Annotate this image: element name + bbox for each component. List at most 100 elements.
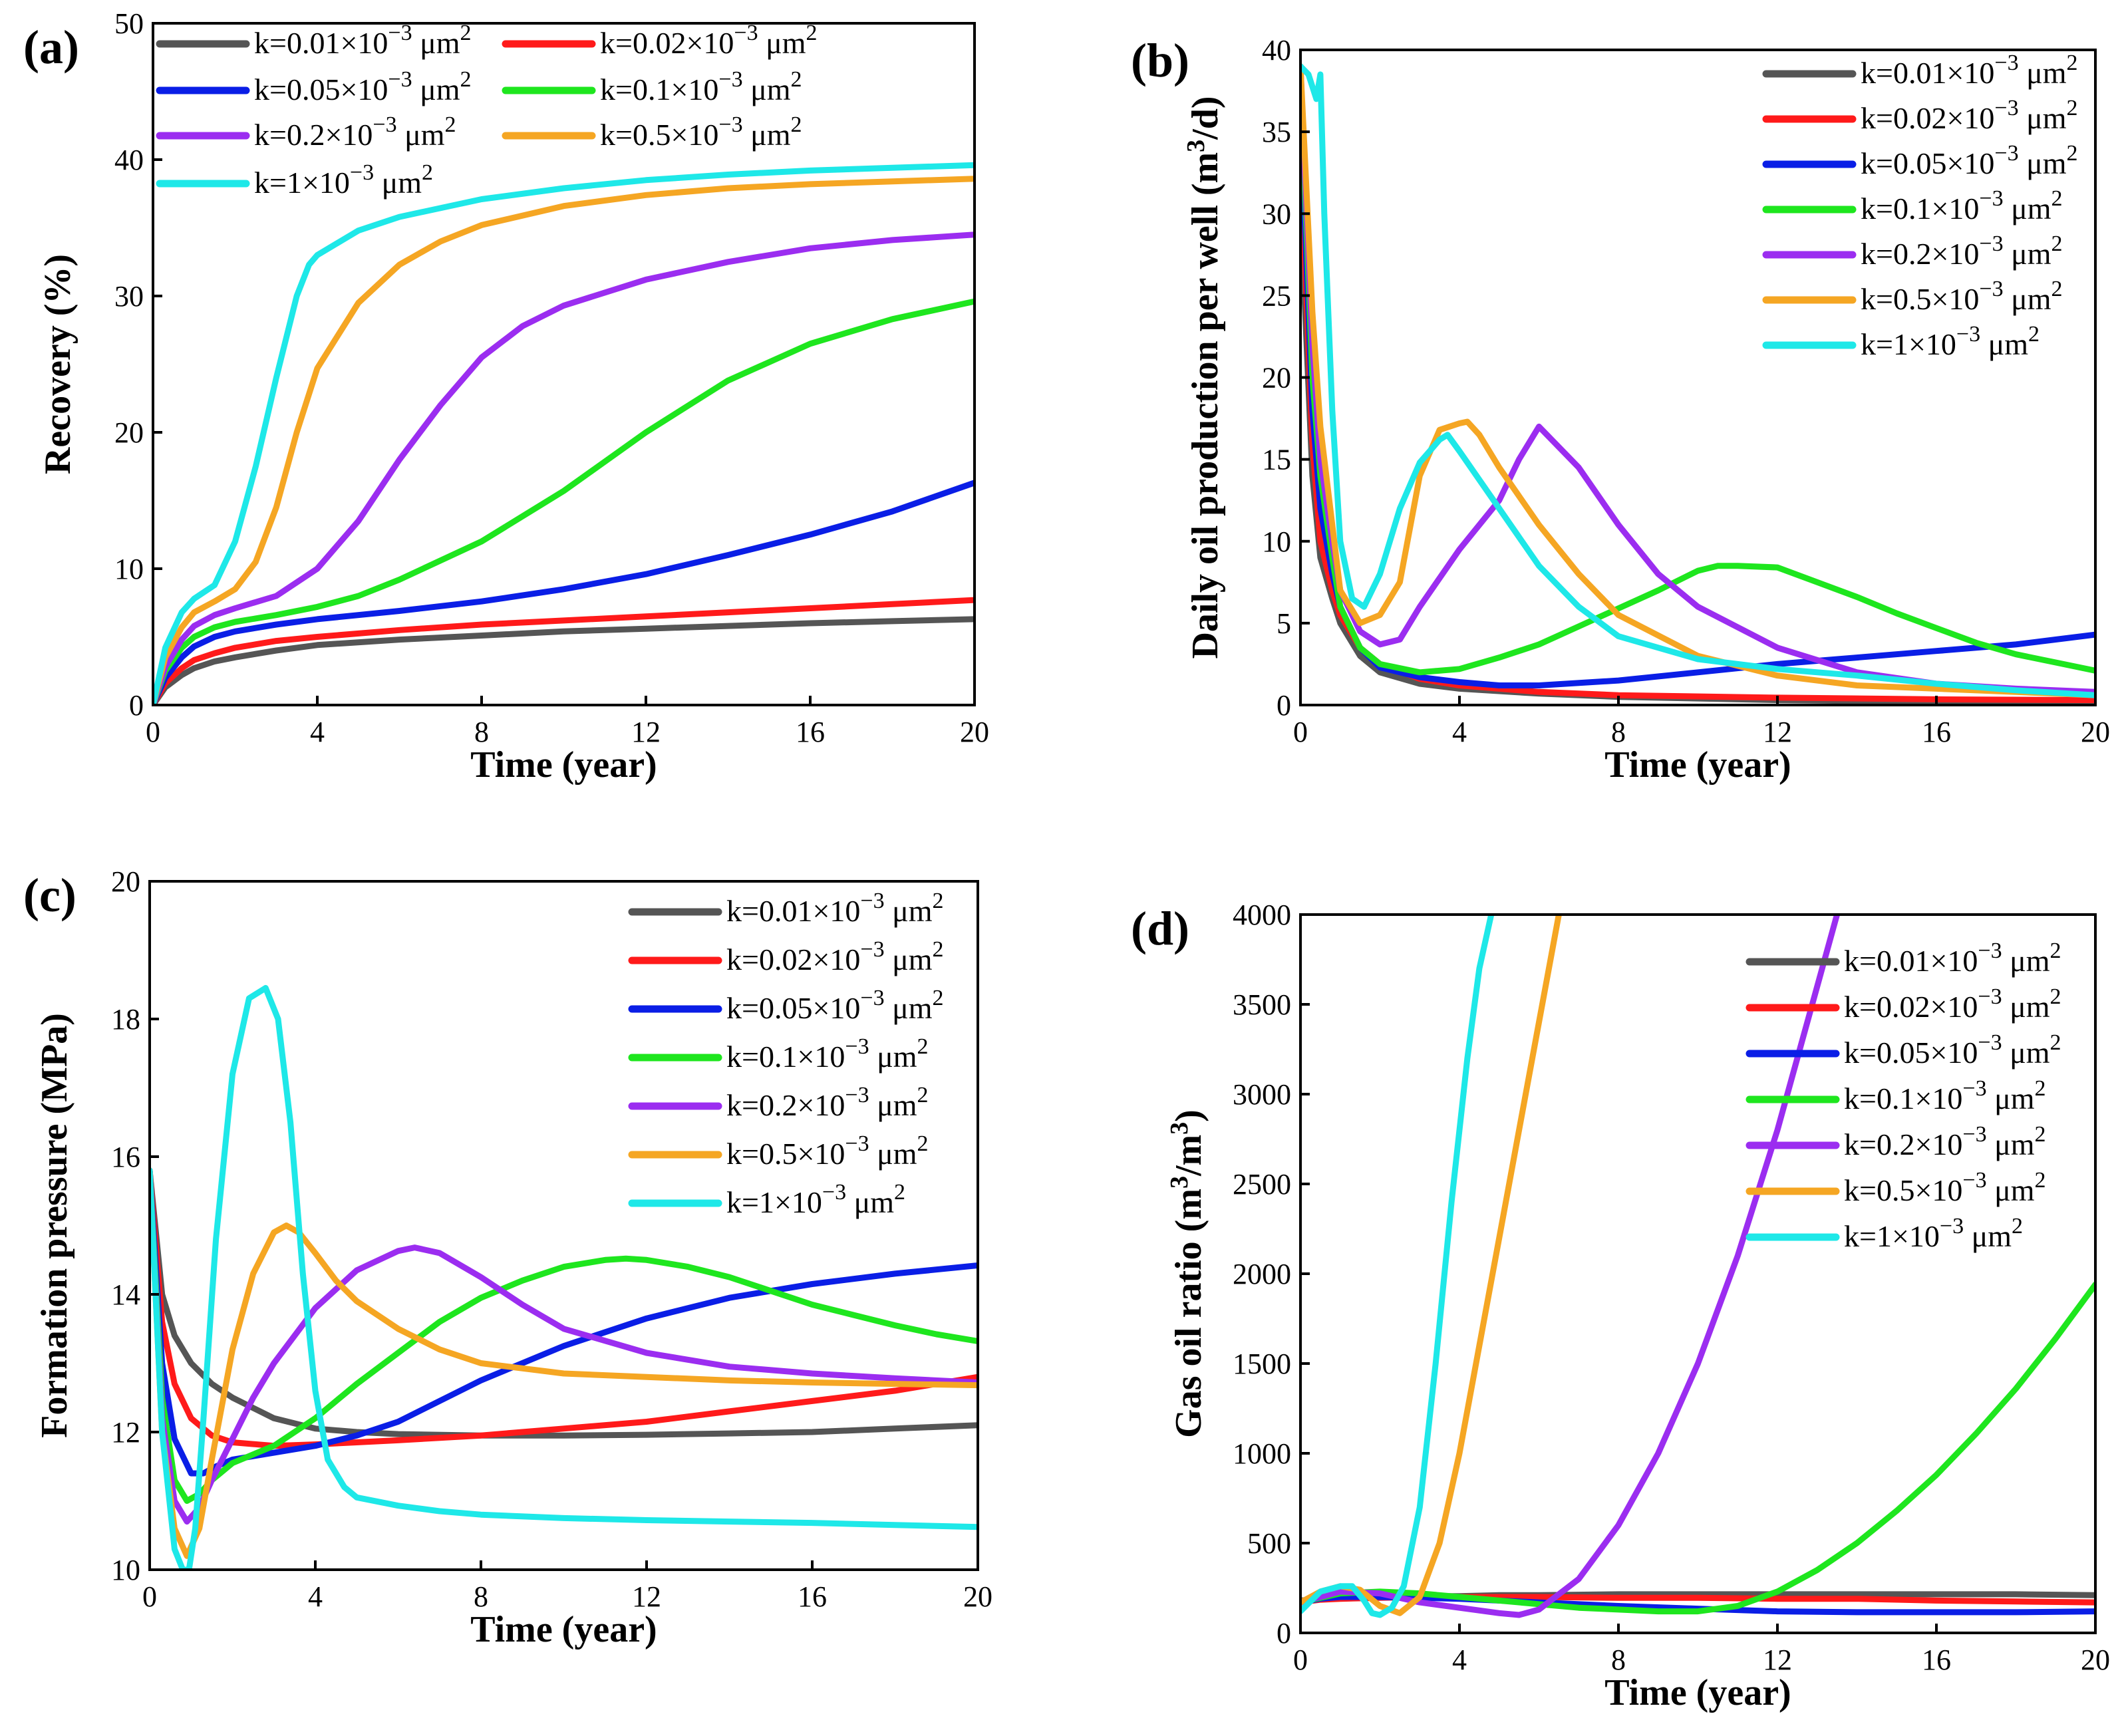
- x-tick-label: 8: [474, 1580, 488, 1613]
- y-tick-label: 25: [1262, 279, 1291, 312]
- y-tick-label: 1000: [1233, 1437, 1291, 1470]
- x-tick-label: 0: [142, 1580, 157, 1613]
- series-line-k02: [1300, 915, 1841, 1618]
- y-tick-label: 20: [114, 416, 144, 449]
- series-line-k02: [153, 231, 975, 705]
- plot-frame: [152, 22, 976, 706]
- y-tick-label: 0: [1277, 1617, 1291, 1650]
- y-tick-label: 10: [114, 553, 144, 585]
- y-tick-label: 40: [114, 144, 144, 176]
- y-tick-label: 20: [111, 865, 140, 898]
- series-line-k01: [1300, 1281, 2095, 1615]
- legend-entry: k=0.2×10−3 μm2: [1861, 231, 2063, 271]
- y-tick-label: 10: [111, 1554, 140, 1586]
- x-tick-label: 16: [1922, 1644, 1951, 1676]
- series-group: [153, 162, 975, 705]
- panel-label: (d): [1131, 902, 1189, 955]
- x-axis-label: Time (year): [1604, 1672, 1791, 1713]
- legend-entry: k=0.2×10−3 μm2: [254, 112, 456, 152]
- panel-label: (c): [23, 869, 76, 922]
- series-line-k001: [153, 616, 975, 705]
- x-tick-label: 16: [798, 1580, 827, 1613]
- y-tick-label: 2500: [1233, 1168, 1291, 1201]
- y-tick-label: 30: [114, 280, 144, 313]
- y-tick-label: 35: [1262, 116, 1291, 148]
- panel-d: 0 4 8 12 16 20 0 500 1000 1500 2000 2500 3000 3500 400…: [1131, 899, 2110, 1713]
- y-tick-label: 3000: [1233, 1078, 1291, 1111]
- x-tick-label: 20: [2081, 716, 2110, 748]
- legend-entry: k=1×10−3 μm2: [1844, 1214, 2023, 1253]
- x-axis-label: Time (year): [470, 744, 657, 786]
- y-axis-label: Recovery (%): [37, 254, 78, 474]
- series-group: [1300, 63, 2095, 705]
- legend-entry: k=0.01×10−3 μm2: [254, 21, 472, 60]
- plot-frame: [148, 880, 979, 1571]
- y-tick-label: 500: [1247, 1527, 1291, 1560]
- x-tick-label: 16: [1922, 716, 1951, 748]
- x-tick-label: 4: [1452, 1644, 1467, 1676]
- panel-b: 0 4 8 12 16 20 0 5 10 15 20 25 30 35 40 Time (year) Dail…: [1131, 34, 2110, 786]
- y-tick-label: 2000: [1233, 1258, 1291, 1290]
- legend-entry: k=0.5×10−3 μm2: [1844, 1168, 2046, 1207]
- series-line-k01: [153, 298, 975, 705]
- legend-entry: k=1×10−3 μm2: [1861, 322, 2040, 361]
- y-tick-label: 0: [129, 689, 144, 722]
- legend-entry: k=0.2×10−3 μm2: [726, 1083, 929, 1122]
- y-tick-label: 12: [111, 1416, 140, 1449]
- x-tick-label: 12: [1763, 716, 1792, 748]
- legend-entry: k=0.5×10−3 μm2: [1861, 277, 2063, 316]
- y-tick-label: 0: [1277, 689, 1291, 722]
- y-tick-label: 4000: [1233, 899, 1291, 931]
- y-tick-label: 18: [111, 1003, 140, 1036]
- series-line-k1: [1300, 63, 2095, 698]
- y-tick-label: 20: [1262, 362, 1291, 394]
- legend: k=0.01×10−3 μm2 k=0.02×10−3 μm2 k=0.05×10−…: [628, 889, 944, 1219]
- series-line-k1: [150, 984, 978, 1570]
- legend-entry: k=0.02×10−3 μm2: [726, 937, 944, 976]
- y-axis-label: Daily oil production per well (m3/d): [1182, 96, 1226, 658]
- legend-entry: k=0.1×10−3 μm2: [1844, 1076, 2046, 1115]
- legend-entry: k=0.05×10−3 μm2: [726, 986, 944, 1025]
- x-tick-label: 12: [632, 1580, 661, 1613]
- x-tick-label: 0: [1293, 1644, 1308, 1676]
- legend-entry: k=0.02×10−3 μm2: [600, 21, 818, 60]
- x-tick-label: 16: [796, 716, 825, 748]
- panel-label: (a): [23, 21, 79, 74]
- x-tick-label: 12: [631, 716, 661, 748]
- y-tick-label: 16: [111, 1141, 140, 1173]
- legend-entry: k=0.1×10−3 μm2: [1861, 186, 2063, 225]
- panel-c: 0 4 8 12 16 20 10 12 14 16 18 20 Time (year) Formatio…: [23, 865, 992, 1650]
- legend-entry: k=0.1×10−3 μm2: [600, 67, 802, 106]
- panel-a: 0 4 8 12 16 20 0 10 20 30 40 50 Time (year) Recovery …: [23, 7, 989, 786]
- series-line-k002: [150, 1167, 978, 1449]
- series-line-k05: [1300, 63, 2095, 698]
- y-tick-label: 10: [1262, 525, 1291, 558]
- series-line-k1: [153, 162, 975, 705]
- series-line-k005: [1300, 63, 2095, 688]
- x-tick-label: 4: [310, 716, 325, 748]
- x-tick-label: 20: [960, 716, 989, 748]
- series-line-k05: [1300, 915, 1562, 1616]
- x-axis-label: Time (year): [1604, 744, 1791, 786]
- x-tick-label: 12: [1763, 1644, 1792, 1676]
- series-line-k05: [153, 176, 975, 705]
- x-tick-label: 0: [1293, 716, 1308, 748]
- y-axis-label: Formation pressure (MPa): [34, 1013, 75, 1438]
- legend-entry: k=0.05×10−3 μm2: [1861, 141, 2078, 180]
- legend-entry: k=0.05×10−3 μm2: [1844, 1030, 2061, 1070]
- y-tick-label: 30: [1262, 198, 1291, 230]
- legend: k=0.01×10−3 μm2 k=0.02×10−3 μm2 k=0.05×10−…: [156, 21, 818, 200]
- legend-entry: k=1×10−3 μm2: [254, 160, 433, 200]
- y-tick-label: 40: [1262, 34, 1291, 67]
- x-tick-label: 4: [308, 1580, 323, 1613]
- x-tick-label: 0: [146, 716, 160, 748]
- series-line-k002: [153, 597, 975, 705]
- legend: k=0.01×10−3 μm2 k=0.02×10−3 μm2 k=0.05×10−…: [1762, 51, 2078, 361]
- x-tick-label: 8: [474, 716, 489, 748]
- series-line-k1: [1300, 915, 1495, 1618]
- y-tick-label: 5: [1277, 607, 1291, 640]
- legend-entry: k=0.02×10−3 μm2: [1861, 96, 2078, 135]
- legend-entry: k=0.5×10−3 μm2: [600, 112, 802, 152]
- legend-entry: k=0.01×10−3 μm2: [1844, 939, 2061, 978]
- series-line-k005: [150, 1167, 978, 1477]
